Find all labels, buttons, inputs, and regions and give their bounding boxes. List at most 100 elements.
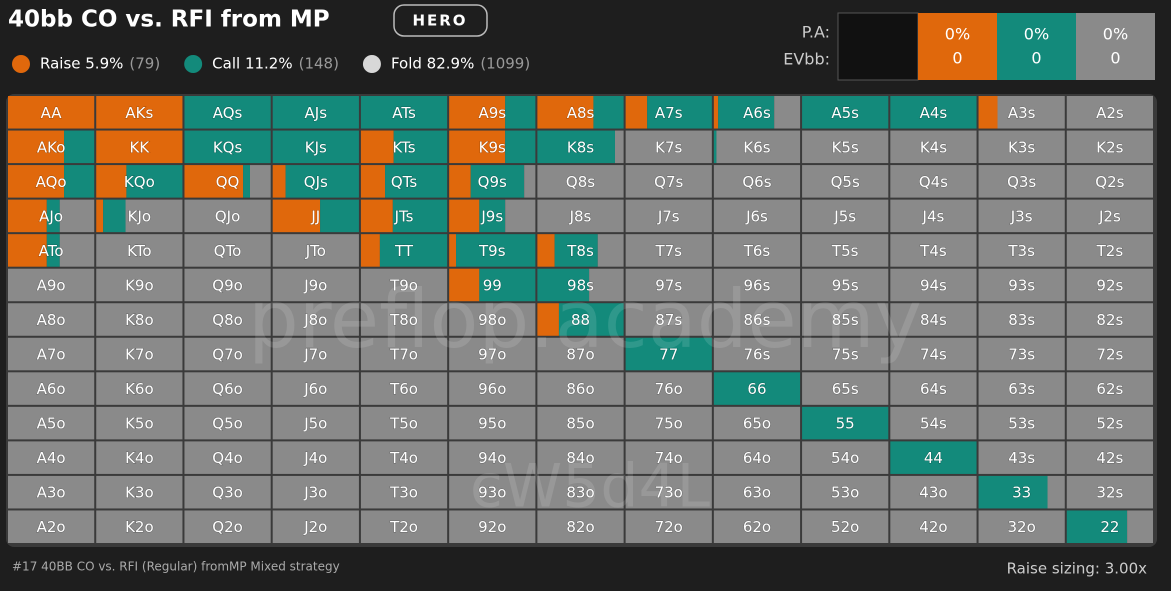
hand-cell[interactable]: 54o xyxy=(802,441,889,474)
hand-cell[interactable]: A8o xyxy=(8,303,95,336)
hand-cell[interactable]: 62o xyxy=(713,510,801,543)
hand-cell[interactable]: AKo xyxy=(8,130,95,164)
hand-cell[interactable]: 66 xyxy=(713,372,801,405)
hand-cell[interactable]: AQs xyxy=(184,96,271,129)
hand-cell[interactable]: 42s xyxy=(1066,441,1153,474)
hand-cell[interactable]: T8o xyxy=(360,303,448,336)
hand-cell[interactable]: 82o xyxy=(537,510,624,543)
hand-cell[interactable]: Q8s xyxy=(537,165,624,198)
hand-cell[interactable]: 63o xyxy=(713,475,801,509)
hand-cell[interactable]: T7o xyxy=(360,337,448,371)
hand-cell[interactable]: T8s xyxy=(537,234,624,267)
hand-cell[interactable]: J3o xyxy=(272,475,359,509)
hand-cell[interactable]: Q8o xyxy=(184,303,271,336)
hand-cell[interactable]: T7s xyxy=(625,234,712,267)
hand-cell[interactable]: 84s xyxy=(890,303,977,336)
hand-cell[interactable]: A6o xyxy=(8,372,95,405)
hand-cell[interactable]: Q4s xyxy=(890,165,977,198)
hand-cell[interactable]: AKs xyxy=(96,96,183,129)
hand-cell[interactable]: Q3s xyxy=(978,165,1065,198)
hand-cell[interactable]: 96s xyxy=(713,268,801,302)
hand-cell[interactable]: 83o xyxy=(537,475,624,509)
hand-cell[interactable]: KQs xyxy=(184,130,271,164)
hand-cell[interactable]: 92o xyxy=(449,510,536,543)
hand-cell[interactable]: 64s xyxy=(890,372,977,405)
hand-cell[interactable]: 82s xyxy=(1066,303,1153,336)
hand-cell[interactable]: 95o xyxy=(449,406,536,440)
hand-cell[interactable]: QJo xyxy=(184,199,271,233)
hand-cell[interactable]: KJo xyxy=(96,199,183,233)
hand-cell[interactable]: T5o xyxy=(360,406,448,440)
hand-cell[interactable]: 85s xyxy=(802,303,889,336)
hand-cell[interactable]: A2o xyxy=(8,510,95,543)
hand-cell[interactable]: 84o xyxy=(537,441,624,474)
hand-cell[interactable]: 85o xyxy=(537,406,624,440)
hand-cell[interactable]: Q9s xyxy=(449,165,536,198)
hand-cell[interactable]: K4s xyxy=(890,130,977,164)
hand-cell[interactable]: T5s xyxy=(802,234,889,267)
hand-cell[interactable]: T9s xyxy=(449,234,536,267)
hand-cell[interactable]: Q5o xyxy=(184,406,271,440)
hand-cell[interactable]: A7s xyxy=(625,96,712,129)
hand-cell[interactable]: JTo xyxy=(272,234,359,267)
hand-cell[interactable]: A8s xyxy=(537,96,624,129)
hand-cell[interactable]: K6s xyxy=(713,130,801,164)
hand-cell[interactable]: K3o xyxy=(96,475,183,509)
hand-cell[interactable]: J2s xyxy=(1066,199,1153,233)
hand-cell[interactable]: Q4o xyxy=(184,441,271,474)
hand-cell[interactable]: J5s xyxy=(802,199,889,233)
hand-cell[interactable]: KTo xyxy=(96,234,183,267)
hand-cell[interactable]: KTs xyxy=(360,130,448,164)
hand-cell[interactable]: 53s xyxy=(978,406,1065,440)
hand-cell[interactable]: T6o xyxy=(360,372,448,405)
hand-cell[interactable]: 55 xyxy=(802,406,889,440)
hand-cell[interactable]: K7s xyxy=(625,130,712,164)
hand-cell[interactable]: 75o xyxy=(625,406,712,440)
hand-cell[interactable]: 65o xyxy=(713,406,801,440)
hand-cell[interactable]: J8s xyxy=(537,199,624,233)
hand-cell[interactable]: 54s xyxy=(890,406,977,440)
hand-cell[interactable]: Q7s xyxy=(625,165,712,198)
hand-cell[interactable]: J3s xyxy=(978,199,1065,233)
hand-cell[interactable]: Q3o xyxy=(184,475,271,509)
hand-cell[interactable]: A9s xyxy=(449,96,536,129)
hand-cell[interactable]: J2o xyxy=(272,510,359,543)
hand-cell[interactable]: 97o xyxy=(449,337,536,371)
hand-cell[interactable]: KK xyxy=(96,130,183,164)
hand-cell[interactable]: AJo xyxy=(8,199,95,233)
hand-cell[interactable]: K2s xyxy=(1066,130,1153,164)
hand-cell[interactable]: ATs xyxy=(360,96,448,129)
hand-cell[interactable]: 92s xyxy=(1066,268,1153,302)
hand-cell[interactable]: QTs xyxy=(360,165,448,198)
hand-cell[interactable]: J7s xyxy=(625,199,712,233)
hand-cell[interactable]: 32o xyxy=(978,510,1065,543)
hand-cell[interactable]: 44 xyxy=(890,441,977,474)
hand-cell[interactable]: 72o xyxy=(625,510,712,543)
hand-cell[interactable]: Q6o xyxy=(184,372,271,405)
hand-cell[interactable]: T4s xyxy=(890,234,977,267)
hand-cell[interactable]: 93s xyxy=(978,268,1065,302)
hand-cell[interactable]: 63s xyxy=(978,372,1065,405)
hand-cell[interactable]: 72s xyxy=(1066,337,1153,371)
hand-cell[interactable]: 64o xyxy=(713,441,801,474)
hand-cell[interactable]: A5o xyxy=(8,406,95,440)
hand-cell[interactable]: Q2s xyxy=(1066,165,1153,198)
hand-cell[interactable]: A7o xyxy=(8,337,95,371)
hand-cell[interactable]: 86o xyxy=(537,372,624,405)
hand-cell[interactable]: Q7o xyxy=(184,337,271,371)
hand-cell[interactable]: K2o xyxy=(96,510,183,543)
hand-cell[interactable]: TT xyxy=(360,234,448,267)
hand-cell[interactable]: 43s xyxy=(978,441,1065,474)
hand-cell[interactable]: 74o xyxy=(625,441,712,474)
hand-cell[interactable]: T4o xyxy=(360,441,448,474)
hand-cell[interactable]: 95s xyxy=(802,268,889,302)
hand-cell[interactable]: 52s xyxy=(1066,406,1153,440)
hand-cell[interactable]: JJ xyxy=(272,199,359,233)
hand-cell[interactable]: 32s xyxy=(1066,475,1153,509)
hand-cell[interactable]: 75s xyxy=(802,337,889,371)
hand-cell[interactable]: K5o xyxy=(96,406,183,440)
hand-cell[interactable]: 73o xyxy=(625,475,712,509)
hand-cell[interactable]: QJs xyxy=(272,165,359,198)
hand-cell[interactable]: 74s xyxy=(890,337,977,371)
hand-cell[interactable]: K9o xyxy=(96,268,183,302)
